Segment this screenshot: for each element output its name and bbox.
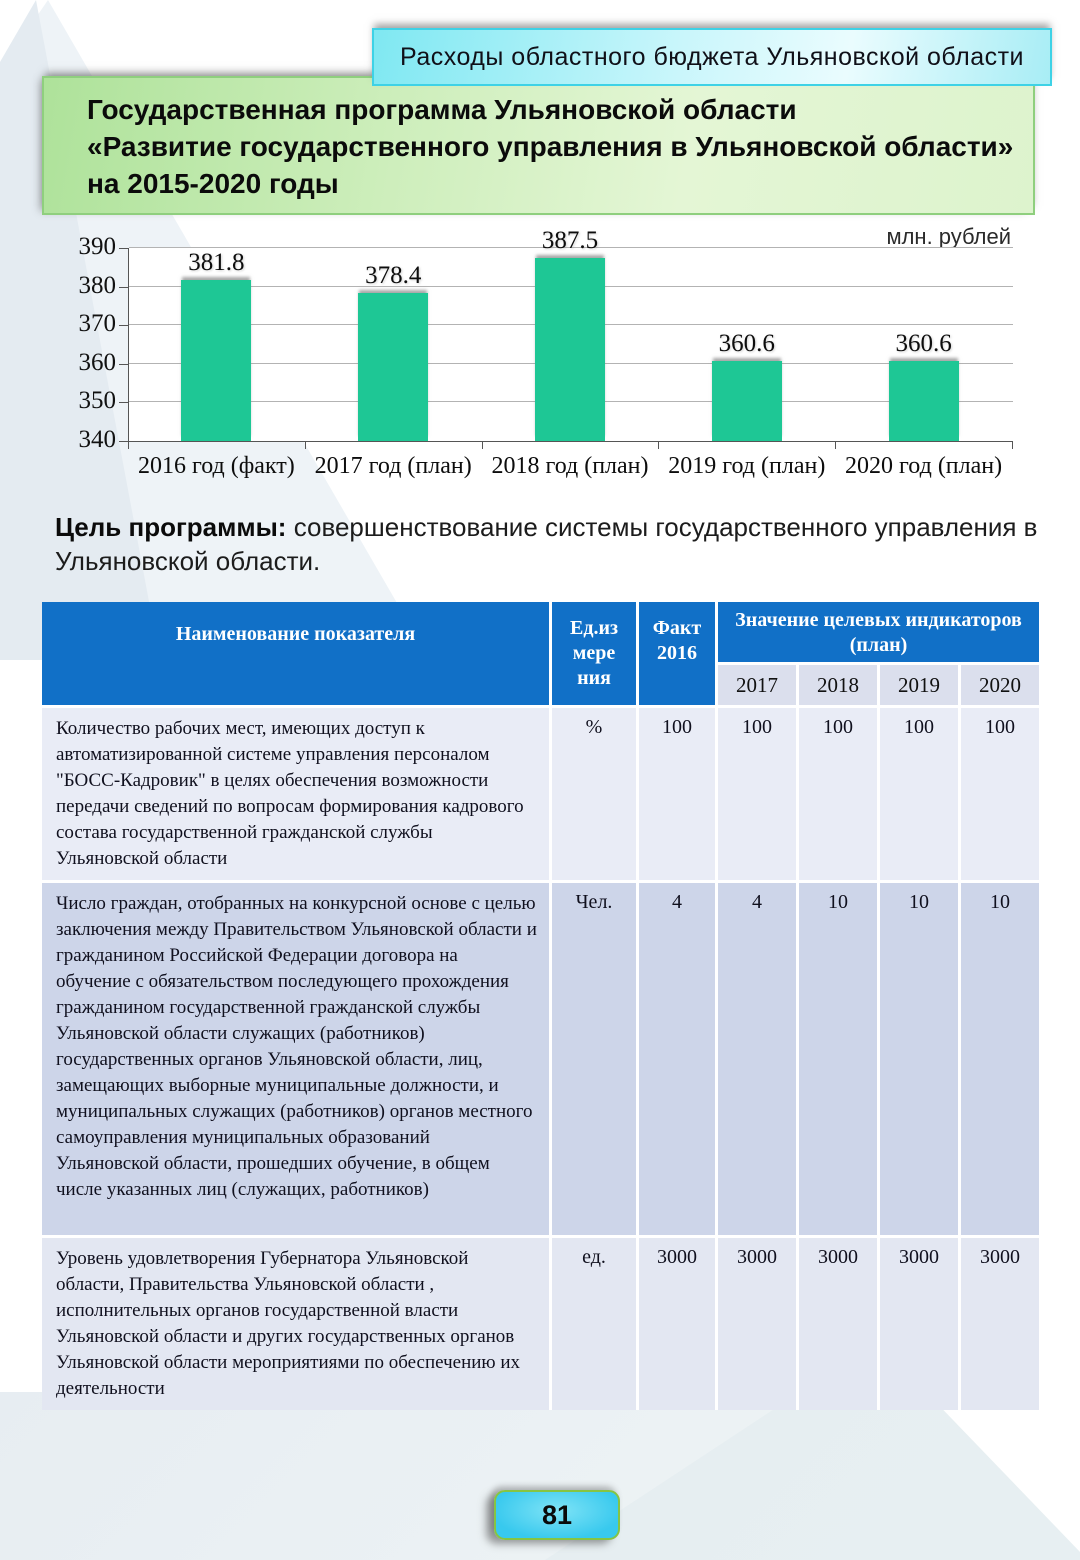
x-axis-category-label: 2017 год (план) <box>314 453 472 479</box>
indicator-2020: 3000 <box>961 1238 1039 1410</box>
y-axis-tick-label: 340 <box>78 426 117 453</box>
indicator-2020: 10 <box>961 883 1039 1235</box>
indicator-2017: 3000 <box>718 1238 796 1410</box>
y-axis-tick-label: 360 <box>78 348 117 376</box>
bar-2016 год (факт) <box>181 279 252 441</box>
indicator-2018: 100 <box>799 708 877 880</box>
budget-bar-chart: млн. рублей 340 350 360 370 380 390 381.8 2016 … <box>40 222 1035 512</box>
indicator-2018: 3000 <box>799 1238 877 1410</box>
indicators-table: Наименование показателя Ед.из мере ния Ф… <box>42 602 1039 1410</box>
y-axis-tick <box>119 363 128 365</box>
x-axis-tick <box>1012 441 1013 449</box>
indicator-2019: 3000 <box>880 1238 958 1410</box>
col-header-unit: Ед.из мере ния <box>552 602 636 705</box>
bar-2019 год (план) <box>711 361 782 441</box>
x-axis-tick <box>481 441 483 449</box>
y-axis-tick <box>119 286 128 288</box>
bar-value-label: 387.5 <box>541 226 599 254</box>
section-banner-label: Расходы областного бюджета Ульяновской о… <box>399 42 1025 71</box>
indicator-2017: 100 <box>718 708 796 880</box>
program-goal: Цель программы: совершенствование систем… <box>55 510 1040 578</box>
bar-2017 год (план) <box>358 292 429 441</box>
program-title-line-3: на 2015-2020 годы <box>87 168 339 199</box>
table-row: Уровень удовлетворения Губернатора Ульян… <box>42 1238 1039 1410</box>
bar-value-label: 378.4 <box>365 261 422 289</box>
page-number-badge: 81 <box>494 1490 620 1540</box>
x-axis-tick <box>658 441 660 449</box>
col-header-plan-group: Значение целевых индикаторов (план) <box>718 602 1039 662</box>
indicator-unit: ед. <box>552 1238 636 1410</box>
indicator-fact: 4 <box>639 883 715 1235</box>
indicator-name: Число граждан, отобранных на конкурсной … <box>42 883 549 1235</box>
table-row: Число граждан, отобранных на конкурсной … <box>42 883 1039 1235</box>
table-header-row: Наименование показателя Ед.из мере ния Ф… <box>42 602 1039 705</box>
indicator-unit: Чел. <box>552 883 636 1235</box>
section-banner: Расходы областного бюджета Ульяновской о… <box>372 28 1052 86</box>
col-header-fact-2016: Факт 2016 <box>639 602 715 705</box>
program-goal-label: Цель программы: <box>55 512 287 542</box>
bar-2020 год (план) <box>888 361 959 441</box>
program-title-box: Государственная программа Ульяновской об… <box>42 76 1035 215</box>
y-axis-tick <box>119 325 128 327</box>
indicator-2019: 100 <box>880 708 958 880</box>
x-axis-category-label: 2019 год (план) <box>668 453 826 479</box>
y-axis-tick-label: 380 <box>78 271 117 299</box>
indicator-fact: 100 <box>639 708 715 880</box>
page-number: 81 <box>541 1499 573 1530</box>
program-title-line-1: Государственная программа Ульяновской об… <box>87 94 797 125</box>
col-header-indicator-name: Наименование показателя <box>42 602 549 705</box>
indicator-2018: 10 <box>799 883 877 1235</box>
bar-value-label: 360.6 <box>718 330 775 358</box>
indicator-fact: 3000 <box>639 1238 715 1410</box>
x-axis-category-label: 2020 год (план) <box>845 453 1003 479</box>
col-header-year-2020: 2020 <box>961 665 1039 705</box>
x-axis-tick <box>835 441 837 449</box>
y-axis-tick-label: 390 <box>78 233 117 260</box>
bar-value-label: 381.8 <box>188 248 245 276</box>
table-row: Количество рабочих мест, имеющих доступ … <box>42 708 1039 880</box>
indicator-name: Уровень удовлетворения Губернатора Ульян… <box>42 1238 549 1410</box>
y-axis-tick-label: 370 <box>78 310 117 338</box>
y-axis-tick-label: 350 <box>78 387 117 415</box>
y-axis-tick <box>119 402 128 404</box>
y-axis-tick <box>119 248 128 249</box>
indicator-unit: % <box>552 708 636 880</box>
indicator-2020: 100 <box>961 708 1039 880</box>
indicator-2017: 4 <box>718 883 796 1235</box>
x-axis-category-label: 2018 год (план) <box>491 453 649 479</box>
x-axis-tick <box>128 441 129 449</box>
x-axis-tick <box>304 441 306 449</box>
gridline <box>129 247 1013 248</box>
col-header-year-2018: 2018 <box>799 665 877 705</box>
program-goal-text: совершенствование системы государственно… <box>55 512 1038 576</box>
col-header-year-2017: 2017 <box>718 665 796 705</box>
bar-value-label: 360.6 <box>895 330 952 358</box>
col-header-year-2019: 2019 <box>880 665 958 705</box>
x-axis-category-label: 2016 год (факт) <box>138 453 295 479</box>
y-axis-tick <box>119 441 128 442</box>
indicator-2019: 10 <box>880 883 958 1235</box>
bar-2018 год (план) <box>535 257 605 441</box>
indicator-name: Количество рабочих мест, имеющих доступ … <box>42 708 549 880</box>
program-title-line-2: «Развитие государственного управления в … <box>87 131 1014 162</box>
